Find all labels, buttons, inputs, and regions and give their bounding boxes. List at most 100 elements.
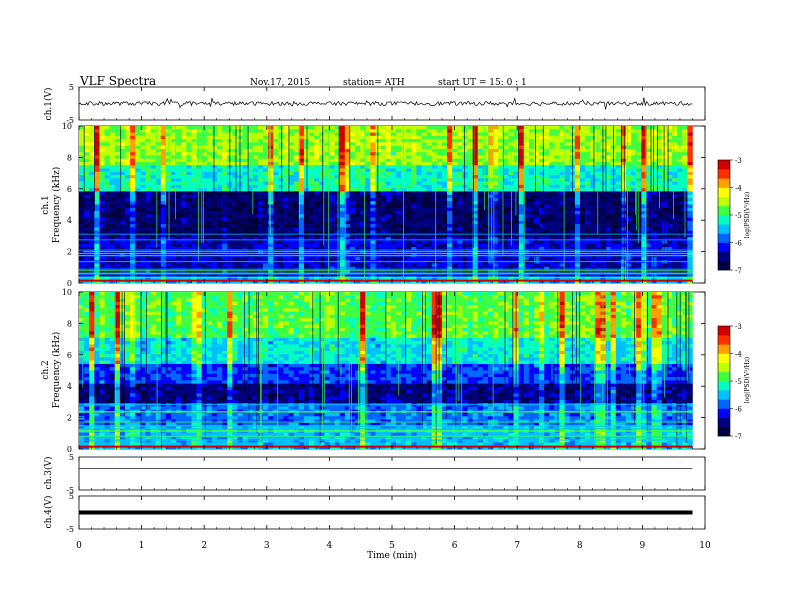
spectrogram-cell: [365, 204, 371, 209]
spectrogram-cell: [298, 142, 305, 146]
spectrogram-cell: [222, 194, 228, 199]
spectrogram-cell: [620, 165, 627, 169]
spectrogram-cell: [176, 152, 182, 156]
spectrogram-cell: [390, 168, 397, 173]
spectrogram-cell: [462, 168, 468, 173]
spectrogram-cell: [416, 220, 422, 225]
spectrogram-cell: [467, 217, 473, 222]
spectrogram-cell: [569, 243, 576, 248]
spectrogram-cell: [150, 178, 156, 182]
spectrogram-cell: [171, 217, 177, 222]
spectrogram-cell: [390, 139, 397, 143]
spectrogram-cell: [580, 142, 586, 146]
spectrogram-cell: [534, 181, 540, 186]
spectrogram-cell: [564, 178, 571, 182]
spectrogram-cell: [150, 129, 156, 133]
spectrogram-cell: [498, 132, 504, 137]
spectrogram-cell: [564, 155, 571, 160]
spectrogram-cell: [605, 188, 611, 192]
spectrogram-cell: [196, 165, 202, 169]
spectrogram-cell: [125, 171, 131, 176]
spectrogram-cell: [534, 161, 540, 166]
spectrogram-cell: [677, 194, 683, 199]
spectrogram-cell: [140, 168, 146, 173]
spectrogram-cell: [395, 142, 402, 146]
spectrogram-cell: [615, 211, 622, 215]
spectrogram-cell: [687, 184, 693, 189]
spectrogram-cell: [355, 152, 361, 156]
spectrogram-cell: [554, 152, 560, 156]
spectrogram-cell: [472, 139, 479, 143]
spectrogram-cell: [661, 181, 668, 186]
spectrogram-cell: [385, 161, 392, 166]
spectrogram-cell: [94, 256, 100, 261]
spectrogram-cell: [518, 214, 525, 218]
spectrogram-cell: [467, 240, 473, 245]
spectrogram-cell: [554, 142, 560, 146]
spectrogram-cell: [365, 184, 371, 189]
spectrogram-cell: [176, 132, 182, 137]
spectrogram-cell: [390, 211, 397, 215]
spectrogram-cell: [441, 148, 448, 153]
spectrogram-cell: [585, 240, 591, 245]
spectrogram-cell: [355, 171, 361, 176]
spectrogram-cell: [288, 188, 295, 192]
spectrogram-cell: [656, 240, 663, 245]
spectrogram-cell: [390, 217, 397, 222]
spectrogram-cell: [242, 126, 248, 130]
spectrogram-cell: [222, 155, 228, 160]
spectrogram-cell: [257, 142, 264, 146]
spectrogram-cell: [661, 237, 668, 241]
spectrogram-cell: [452, 256, 458, 261]
spectrogram-cell: [257, 194, 264, 199]
spectrogram-cell: [206, 184, 213, 189]
spectrogram-cell: [482, 233, 489, 238]
spectrogram-cell: [462, 184, 468, 189]
spectrogram-cell: [580, 155, 586, 160]
spectrogram-cell: [574, 224, 581, 228]
spectrogram-cell: [360, 217, 366, 222]
spectrogram-cell: [94, 158, 100, 163]
spectrogram-cell: [89, 126, 95, 130]
spectrogram-cell: [411, 191, 417, 195]
spectrogram-cell: [130, 204, 136, 209]
spectrogram-cell: [508, 256, 514, 261]
spectrogram-cell: [191, 165, 197, 169]
spectrogram-cell: [457, 145, 463, 150]
spectrogram-cell: [472, 224, 479, 228]
spectrogram-cell: [564, 148, 571, 153]
spectrogram-cell: [416, 135, 422, 140]
spectrogram-cell: [181, 247, 187, 251]
spectrogram-cell: [114, 227, 121, 231]
spectrogram-cell: [319, 145, 325, 150]
spectrogram-cell: [687, 230, 693, 235]
spectrogram-cell: [620, 256, 627, 261]
spectrogram-cell: [574, 201, 581, 205]
spectrogram-cell: [651, 158, 657, 163]
spectrogram-cell: [191, 220, 197, 225]
spectrogram-cell: [89, 161, 95, 166]
spectrogram-cell: [263, 237, 269, 241]
spectrogram-cell: [462, 181, 468, 186]
spectrogram-cell: [503, 142, 509, 146]
spectrogram-cell: [452, 214, 458, 218]
spectrogram-cell: [114, 224, 121, 228]
spectrogram-cell: [242, 194, 248, 199]
spectrogram-cell: [237, 233, 243, 238]
spectrogram-cell: [549, 145, 555, 150]
spectrogram-cell: [334, 135, 341, 140]
spectrogram-cell: [104, 201, 110, 205]
spectrogram-cell: [590, 201, 596, 205]
spectrogram-cell: [457, 152, 463, 156]
spectrogram-cell: [467, 168, 473, 173]
spectrogram-cell: [252, 126, 259, 130]
spectrogram-cell: [232, 197, 238, 202]
spectrogram-cell: [498, 243, 504, 248]
spectrogram-cell: [288, 194, 295, 199]
spectrogram-cell: [421, 243, 427, 248]
spectrogram-cell: [375, 224, 381, 228]
spectrogram-cell: [334, 240, 341, 245]
spectrogram-cell: [150, 181, 156, 186]
spectrogram-cell: [539, 188, 545, 192]
spectrogram-cell: [140, 152, 146, 156]
